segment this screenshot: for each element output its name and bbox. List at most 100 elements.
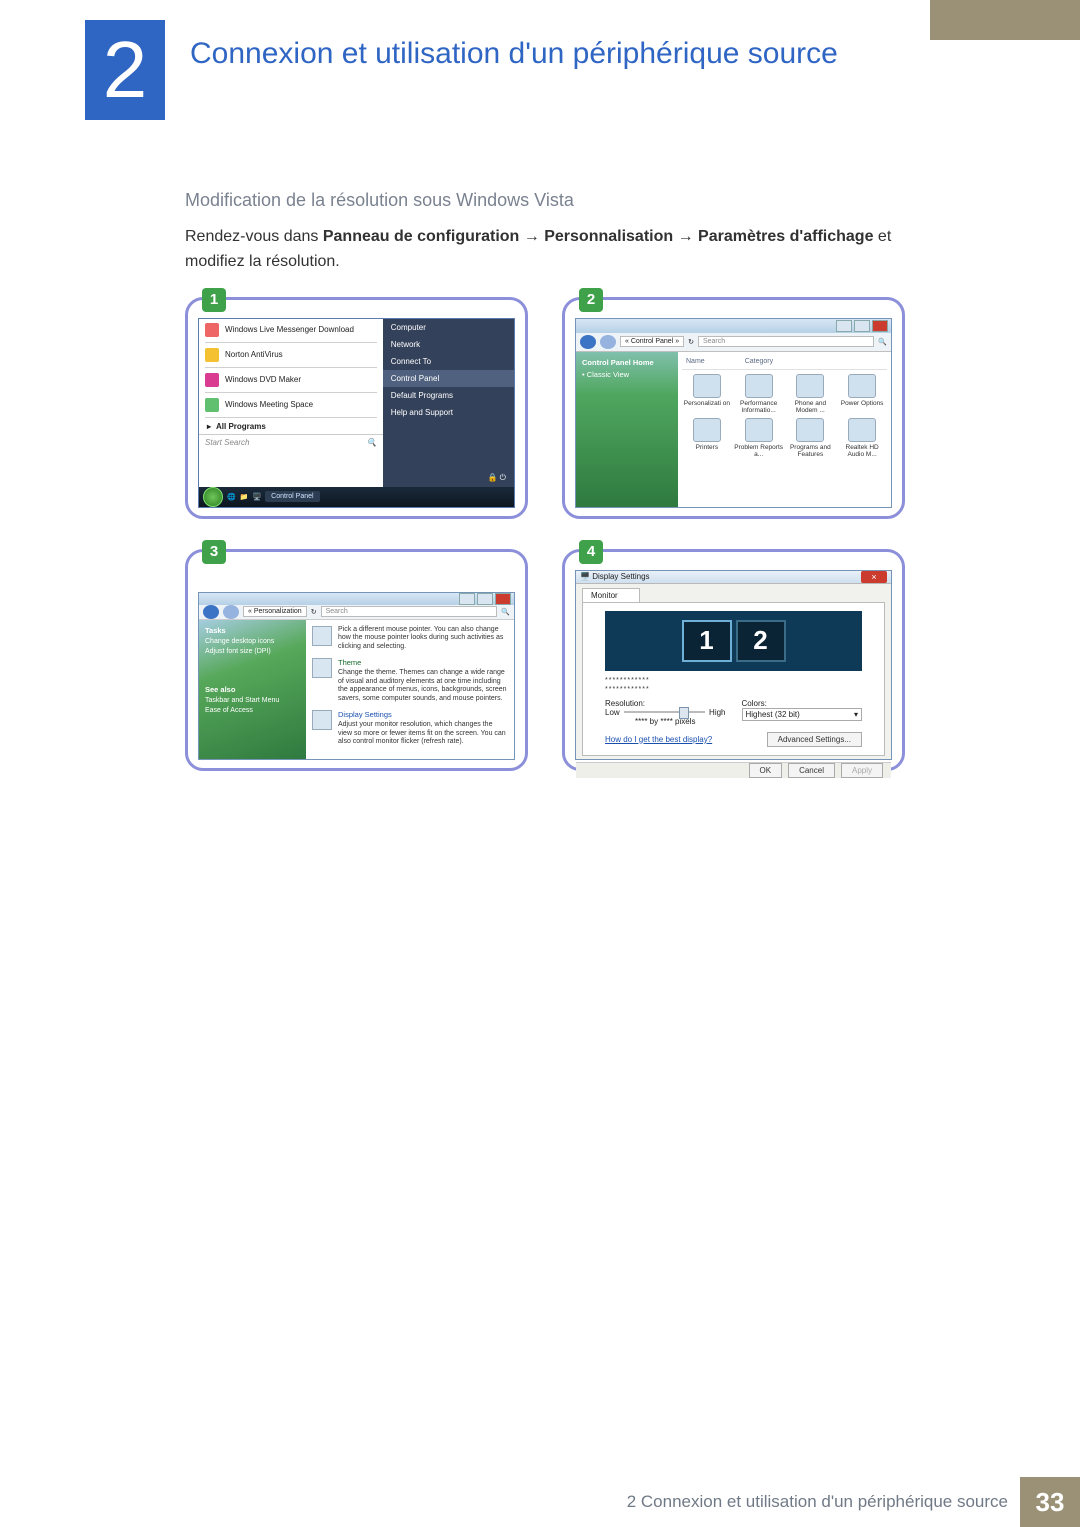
sidebar-item[interactable]: Ease of Access — [205, 707, 300, 714]
back-icon[interactable] — [580, 335, 596, 349]
breadcrumb[interactable]: « Control Panel » — [620, 336, 684, 347]
sidebar: Control Panel Home • Classic View — [576, 352, 678, 507]
step-panel-4: 4 🖥️ Display Settings × Monitor 1 2 ****… — [562, 549, 905, 771]
column-headers: Name Category — [682, 356, 887, 370]
quicklaunch-icon[interactable]: 📁 — [240, 493, 249, 501]
start-menu-left: Windows Live Messenger Download Norton A… — [199, 319, 383, 487]
icon-area: Name Category Personalizati on Performan… — [678, 352, 891, 507]
cp-item[interactable]: Power Options — [837, 374, 887, 414]
tab-monitor[interactable]: Monitor — [582, 588, 640, 602]
start-right-item[interactable]: Help and Support — [383, 404, 514, 421]
start-right-item[interactable]: Default Programs — [383, 387, 514, 404]
monitor-2[interactable]: 2 — [736, 620, 786, 662]
start-menu-item[interactable]: Norton AntiVirus — [199, 344, 383, 366]
colors-select[interactable]: Highest (32 bit)▾ — [742, 708, 863, 721]
back-icon[interactable] — [203, 605, 219, 619]
cp-item[interactable]: Programs and Features — [786, 418, 836, 458]
explorer-navbar: « Control Panel » ↻ Search 🔍 — [576, 333, 891, 352]
page-number: 33 — [1020, 1477, 1080, 1527]
cp-item[interactable]: Realtek HD Audio M... — [837, 418, 887, 458]
power-row[interactable]: 🔒 ⏻ — [383, 469, 514, 487]
cp-label: Problem Reports a... — [734, 444, 784, 458]
quicklaunch-icon[interactable]: 🖥️ — [252, 493, 261, 501]
start-orb-icon[interactable] — [203, 487, 223, 507]
breadcrumb[interactable]: « Personalization — [243, 606, 307, 617]
taskbar-label: Control Panel — [271, 493, 313, 500]
step-badge: 2 — [579, 288, 603, 312]
search-placeholder: Search — [326, 608, 348, 615]
cp-item[interactable]: Performance Informatio... — [734, 374, 784, 414]
path-step: Personnalisation — [544, 228, 673, 245]
search-input[interactable]: Search — [698, 336, 874, 347]
maximize-icon[interactable] — [477, 593, 493, 605]
start-menu-screenshot: Windows Live Messenger Download Norton A… — [198, 318, 515, 508]
sidebar-item[interactable]: • Classic View — [582, 370, 672, 379]
maximize-icon[interactable] — [854, 320, 870, 332]
cp-item[interactable]: Problem Reports a... — [734, 418, 784, 458]
settings-row: Resolution: Low High **** by **** pixels… — [605, 699, 862, 726]
display-settings-link[interactable]: Display Settings — [338, 710, 508, 719]
close-icon[interactable]: × — [861, 571, 887, 583]
step-badge: 3 — [202, 540, 226, 564]
start-right-item[interactable]: Connect To — [383, 353, 514, 370]
cp-label: Realtek HD Audio M... — [837, 444, 887, 458]
option-desc: Change the theme. Themes can change a wi… — [338, 669, 508, 704]
start-menu-column: Windows Live Messenger Download Norton A… — [199, 319, 514, 507]
sidebar-item[interactable]: Adjust font size (DPI) — [205, 648, 300, 655]
taskbar-button[interactable]: Control Panel — [265, 491, 319, 502]
dialog-body: 1 2 ************ ************ Resolution… — [582, 602, 885, 756]
monitor-preview: 1 2 — [605, 611, 862, 671]
monitor-1[interactable]: 1 — [682, 620, 732, 662]
cp-label: Power Options — [837, 400, 887, 407]
forward-icon[interactable] — [600, 335, 616, 349]
start-search[interactable]: Start Search🔍 — [199, 434, 383, 450]
minimize-icon[interactable] — [459, 593, 475, 605]
quicklaunch-icon[interactable]: 🌐 — [227, 493, 236, 501]
sidebar-title: Control Panel Home — [582, 358, 672, 367]
sidebar-item[interactable]: Change desktop icons — [205, 638, 300, 645]
cp-label: Printers — [682, 444, 732, 451]
path-step: Paramètres d'affichage — [698, 228, 873, 245]
app-icon — [205, 323, 219, 337]
cp-item[interactable]: Phone and Modem ... — [786, 374, 836, 414]
phone-icon — [796, 374, 824, 398]
window-body: Tasks Change desktop icons Adjust font s… — [199, 620, 514, 760]
start-right-item-selected[interactable]: Control Panel — [383, 370, 514, 387]
refresh-icon[interactable]: ↻ — [688, 338, 694, 346]
cp-label: Programs and Features — [786, 444, 836, 458]
manual-page: 2 Connexion et utilisation d'un périphér… — [0, 0, 1080, 1527]
start-menu-item[interactable]: Windows DVD Maker — [199, 369, 383, 391]
display-icon — [312, 710, 332, 730]
start-right-item[interactable]: Computer — [383, 319, 514, 336]
cp-item[interactable]: Printers — [682, 418, 732, 458]
resolution-slider[interactable]: Low High — [605, 708, 726, 717]
forward-icon[interactable] — [223, 605, 239, 619]
help-link[interactable]: How do I get the best display? — [605, 735, 712, 744]
option-title[interactable]: Theme — [338, 658, 508, 667]
step-panel-2: 2 « Control Panel » ↻ Search 🔍 — [562, 297, 905, 519]
minimize-icon[interactable] — [836, 320, 852, 332]
sidebar-item[interactable]: Taskbar and Start Menu — [205, 697, 300, 704]
sidebar-heading: See also — [205, 685, 300, 694]
start-menu-item[interactable]: Windows Live Messenger Download — [199, 319, 383, 341]
apply-button[interactable]: Apply — [841, 763, 883, 778]
box-icon — [796, 418, 824, 442]
start-right-item[interactable]: Network — [383, 336, 514, 353]
separator — [205, 342, 377, 343]
step-badge: 4 — [579, 540, 603, 564]
slider-thumb[interactable] — [679, 707, 689, 719]
section-subheading: Modification de la résolution sous Windo… — [185, 190, 905, 211]
search-input[interactable]: Search — [321, 606, 498, 617]
advanced-button[interactable]: Advanced Settings... — [767, 732, 862, 747]
start-menu-item[interactable]: Windows Meeting Space — [199, 394, 383, 416]
separator — [205, 417, 377, 418]
all-programs[interactable]: ▸All Programs — [199, 419, 383, 434]
refresh-icon[interactable]: ↻ — [311, 608, 317, 616]
cancel-button[interactable]: Cancel — [788, 763, 835, 778]
close-icon[interactable] — [872, 320, 888, 332]
colors-label: Colors: — [742, 699, 863, 708]
cp-item[interactable]: Personalizati on — [682, 374, 732, 414]
ok-button[interactable]: OK — [749, 763, 783, 778]
header-accent-band — [930, 0, 1080, 40]
close-icon[interactable] — [495, 593, 511, 605]
